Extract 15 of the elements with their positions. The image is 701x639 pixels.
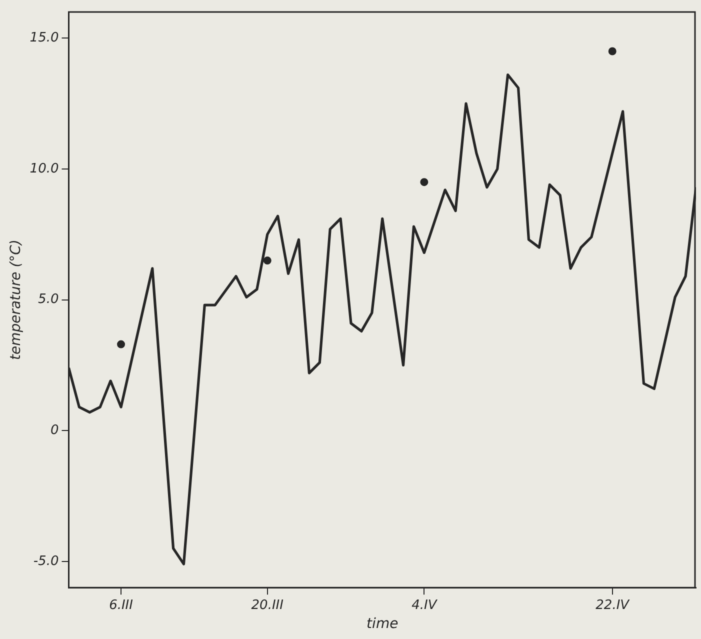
x-axis-title: time xyxy=(366,616,398,632)
y-tick-label: 10.0 xyxy=(30,161,59,176)
y-tick-label: 5.0 xyxy=(38,292,59,308)
x-tick-label: 22.IV xyxy=(596,598,630,613)
point xyxy=(608,47,616,56)
y-tick-label: -5.0 xyxy=(33,554,59,569)
y-tick-label: 15.0 xyxy=(30,30,59,46)
point xyxy=(263,256,272,265)
point xyxy=(420,178,428,186)
point xyxy=(117,340,126,348)
y-tick-label: 0 xyxy=(50,422,59,438)
x-tick-label: 6.III xyxy=(109,598,134,613)
y-axis-title: temperature (°C) xyxy=(8,240,24,360)
x-tick-label: 4.IV xyxy=(412,598,438,613)
x-tick-label: 20.III xyxy=(251,598,284,613)
